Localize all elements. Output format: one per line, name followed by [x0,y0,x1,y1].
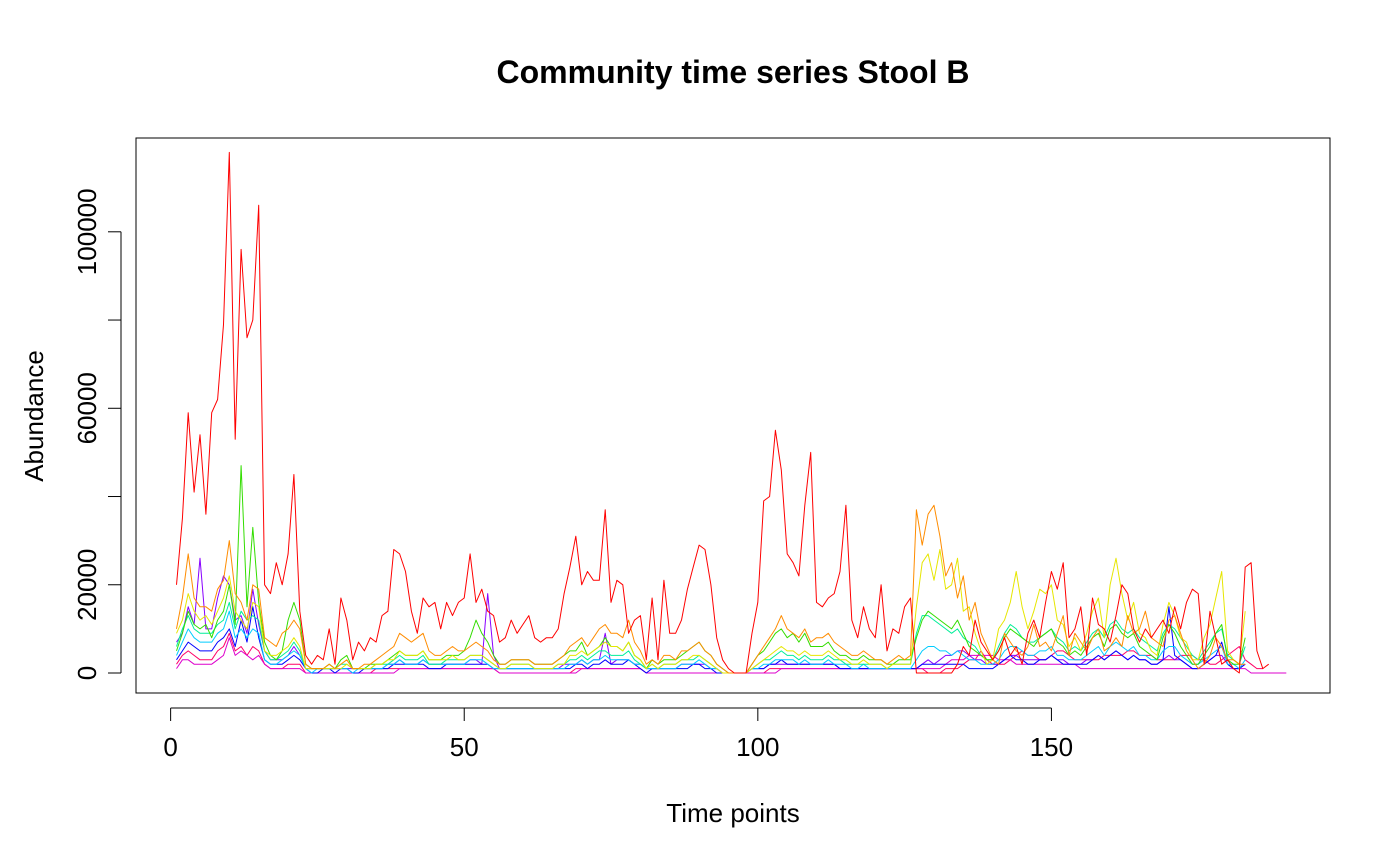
series-line [176,632,1263,674]
y-tick-label: 60000 [72,372,102,444]
x-tick-label: 150 [1030,732,1073,762]
series-line [176,610,1246,674]
x-tick-label: 0 [163,732,177,762]
plot-frame [135,137,1331,694]
x-tick-label: 50 [450,732,479,762]
y-tick-label: 20000 [72,549,102,621]
y-tick-label: 100000 [72,188,102,275]
x-axis: 0 50 100 150 [163,707,1073,762]
y-axis: 0 20000 60000 100000 [72,188,122,680]
series-line [176,151,1269,674]
series-group [176,151,1287,674]
y-tick-label: 0 [72,666,102,680]
series-line [176,504,1246,674]
x-tick-label: 100 [736,732,779,762]
y-axis-label: Abundance [19,350,49,482]
chart-title: Community time series Stool B [497,54,970,90]
x-axis-label: Time points [666,798,799,828]
series-line [176,549,1246,674]
